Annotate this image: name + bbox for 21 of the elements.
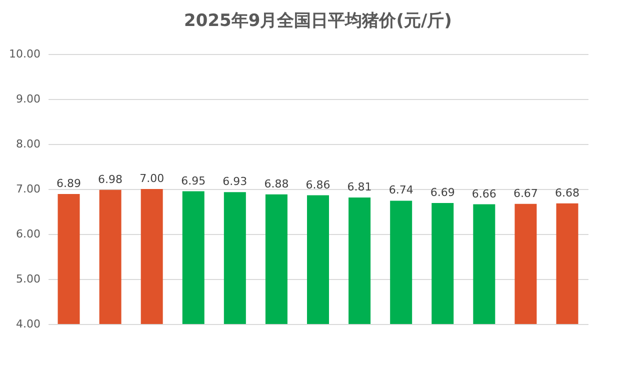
data-label: 6.74: [388, 184, 414, 197]
y-tick-label: 10.00: [9, 48, 40, 60]
y-tick-label: 6.00: [16, 228, 40, 240]
data-label: 6.69: [430, 186, 455, 199]
y-tick-label: 9.00: [16, 92, 40, 106]
data-label: 6.68: [554, 186, 580, 200]
y-tick-label: 7.00: [16, 182, 40, 196]
y-tick-label: 4.00: [16, 318, 40, 330]
data-label: 7.00: [140, 172, 164, 185]
data-label: 6.88: [264, 177, 289, 190]
data-label: 6.95: [181, 174, 206, 188]
data-label: 6.98: [98, 172, 123, 186]
chart-title: 2025年9月全国日平均猪价(元/斤): [184, 11, 452, 31]
data-label: 6.67: [513, 186, 538, 200]
y-tick-label: 5.00: [16, 272, 40, 286]
data-label: 6.81: [347, 180, 372, 194]
data-label: 6.86: [306, 178, 330, 192]
data-label: 6.93: [222, 175, 248, 188]
y-tick-label: 8.00: [16, 138, 40, 150]
data-label: 6.89: [56, 176, 82, 190]
data-label: 6.66: [472, 187, 496, 200]
